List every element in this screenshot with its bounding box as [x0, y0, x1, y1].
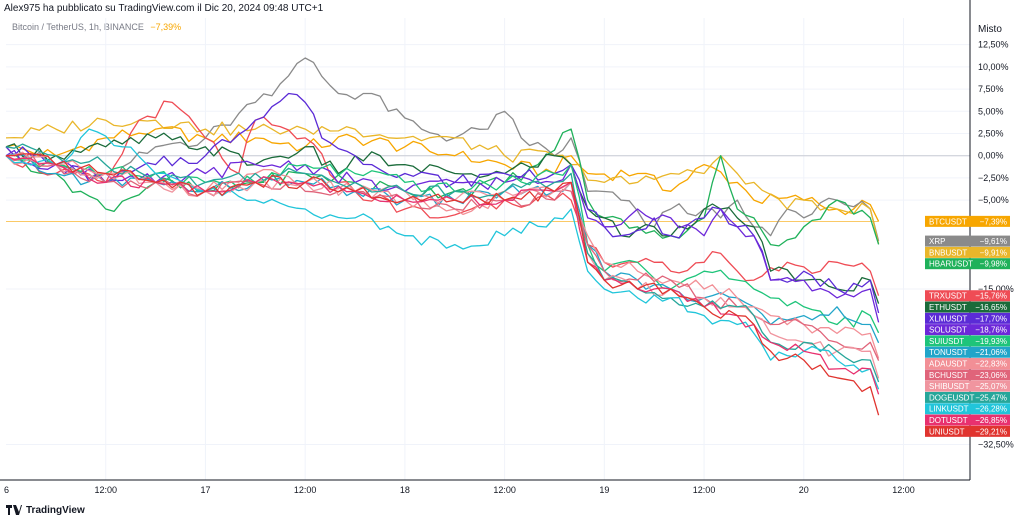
series-label-value-uniusdt: −29,21% — [975, 427, 1007, 436]
symbol-change: −7,39% — [150, 22, 182, 32]
series-label-bg-ethusdt — [925, 301, 1010, 313]
y-tick-label: −5,00% — [978, 195, 1009, 205]
series-label-bg-btcusdt — [925, 215, 1010, 227]
series-label-name-uniusdt: UNIUSDT — [929, 427, 965, 436]
series-label-name-solusdt: SOLUSDT — [929, 326, 967, 335]
x-tick-label: 20 — [799, 485, 809, 495]
series-label-bg-trxusdt — [925, 290, 1010, 302]
series-line-adausdt — [5, 155, 880, 359]
x-tick-label: 18 — [400, 485, 410, 495]
footer: TradingView — [6, 503, 85, 517]
series-label-value-ethusdt: −16,65% — [975, 303, 1007, 312]
series-label-bg-bchusdt — [925, 369, 1010, 381]
series-line-trxusdt — [5, 100, 880, 296]
scale-label: Misto — [978, 24, 1002, 35]
series-label-bg-tonusdt — [925, 346, 1010, 358]
y-tick-label: −2,50% — [978, 173, 1009, 183]
y-tick-label: 10,00% — [978, 62, 1009, 72]
series-label-value-dotusdt: −26,85% — [975, 416, 1007, 425]
series-line-bchusdt — [5, 152, 880, 361]
series-label-bg-hbarusdt — [925, 258, 1010, 270]
series-label-value-linkusdt: −26,28% — [975, 405, 1007, 414]
x-tick-label: 12:00 — [294, 485, 317, 495]
series-label-value-xlmusdt: −17,70% — [975, 314, 1007, 323]
symbol-legend: Bitcoin / TetherUS, 1h, BINANCE −7,39% — [12, 22, 181, 32]
series-label-name-adausdt: ADAUSDT — [929, 360, 967, 369]
series-line-ethusdt — [5, 132, 880, 304]
y-tick-label: 5,00% — [978, 106, 1004, 116]
x-tick-label: 19 — [599, 485, 609, 495]
series-label-value-dogeusdt: −25,47% — [975, 393, 1007, 402]
series-label-name-bnbusdt: BNBUSDT — [929, 248, 967, 257]
series-line-suiusdt — [5, 155, 880, 334]
series-label-value-tonusdt: −21,06% — [975, 348, 1007, 357]
series-label-value-btcusdt: −7,39% — [980, 217, 1007, 226]
series-label-bg-xrp — [925, 235, 1010, 247]
series-label-name-xlmusdt: XLMUSDT — [929, 314, 967, 323]
series-label-value-adausdt: −22,83% — [975, 360, 1007, 369]
series-label-bg-xlmusdt — [925, 312, 1010, 324]
y-tick-label: −15,00% — [978, 284, 1014, 294]
symbol-name: Bitcoin / TetherUS, 1h, BINANCE — [12, 22, 144, 32]
series-line-bnbusdt — [5, 117, 880, 244]
series-label-bg-dogeusdt — [925, 391, 1010, 403]
series-label-bg-bnbusdt — [925, 246, 1010, 258]
y-tick-label: 0,00% — [978, 151, 1004, 161]
y-tick-label: −32,50% — [978, 439, 1014, 449]
series-line-xlmusdt — [5, 92, 880, 314]
x-tick-label: 6 — [4, 485, 9, 495]
x-tick-label: 12:00 — [693, 485, 716, 495]
series-label-value-trxusdt: −15,76% — [975, 292, 1007, 301]
series-label-value-suiusdt: −19,93% — [975, 337, 1007, 346]
series-label-name-trxusdt: TRXUSDT — [929, 292, 967, 301]
series-line-xrp — [5, 57, 880, 242]
series-label-name-suiusdt: SUIUSDT — [929, 337, 964, 346]
series-label-name-btcusdt: BTCUSDT — [929, 217, 967, 226]
series-line-btcusdt — [5, 126, 880, 222]
series-label-bg-adausdt — [925, 358, 1010, 370]
tradingview-logo-icon — [6, 505, 22, 515]
y-tick-label: 2,50% — [978, 129, 1004, 139]
series-line-solusdt — [5, 149, 880, 323]
series-label-value-solusdt: −18,76% — [975, 326, 1007, 335]
series-line-shibusdt — [5, 151, 880, 379]
series-label-name-ethusdt: ETHUSDT — [929, 303, 967, 312]
series-label-bg-suiusdt — [925, 335, 1010, 347]
series-label-name-shibusdt: SHIBUSDT — [929, 382, 970, 391]
series-label-bg-solusdt — [925, 324, 1010, 336]
brand-name: TradingView — [26, 504, 85, 516]
x-tick-label: 17 — [200, 485, 210, 495]
series-label-bg-dotusdt — [925, 414, 1010, 426]
series-label-name-tonusdt: TONUSDT — [929, 348, 968, 357]
series-label-name-dogeusdt: DOGEUSDT — [929, 393, 974, 402]
series-label-name-hbarusdt: HBARUSDT — [929, 260, 973, 269]
y-tick-label: 12,50% — [978, 40, 1009, 50]
series-label-bg-linkusdt — [925, 403, 1010, 415]
series-label-value-xrp: −9,61% — [980, 237, 1007, 246]
series-label-value-bnbusdt: −9,91% — [980, 248, 1007, 257]
series-label-value-shibusdt: −25,07% — [975, 382, 1007, 391]
series-label-name-bchusdt: BCHUSDT — [929, 371, 968, 380]
series-label-name-linkusdt: LINKUSDT — [929, 405, 969, 414]
series-label-bg-uniusdt — [925, 425, 1010, 437]
series-label-value-bchusdt: −23,06% — [975, 371, 1007, 380]
x-tick-label: 12:00 — [892, 485, 915, 495]
series-line-uniusdt — [5, 153, 880, 416]
comparison-chart[interactable]: Misto 12,50% 10,00% 7,50% 5,00% 2,50% 0,00% −2,… — [0, 0, 1024, 500]
series-label-name-dotusdt: DOTUSDT — [929, 416, 968, 425]
series-line-linkusdt — [5, 128, 880, 390]
publish-info: Alex975 ha pubblicato su TradingView.com… — [4, 3, 324, 14]
series-line-dogeusdt — [5, 143, 880, 383]
series-label-name-xrp: XRP — [929, 237, 945, 246]
x-tick-label: 12:00 — [493, 485, 516, 495]
y-tick-label: 7,50% — [978, 84, 1004, 94]
series-label-bg-shibusdt — [925, 380, 1010, 392]
x-tick-label: 12:00 — [94, 485, 117, 495]
series-label-value-hbarusdt: −9,98% — [980, 260, 1007, 269]
